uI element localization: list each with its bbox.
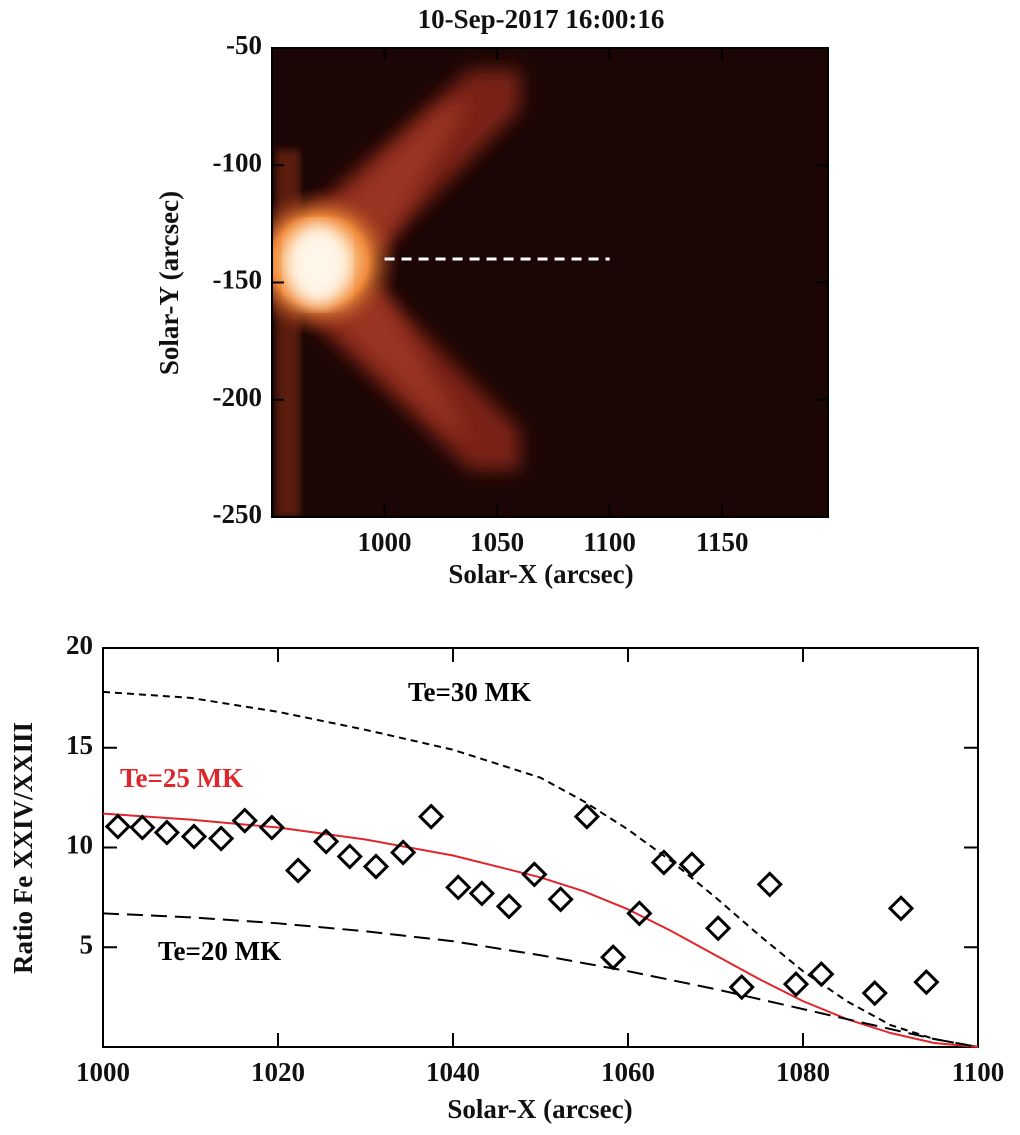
data-point [180, 823, 208, 850]
x-tick-label: 1000 [76, 1057, 130, 1087]
data-point [600, 944, 627, 971]
y-tick-label: -250 [213, 499, 263, 529]
data-point [445, 874, 472, 901]
data-point [573, 803, 600, 830]
x-axis-label: Solar-X (arcsec) [447, 1094, 632, 1124]
y-tick-label: 5 [80, 929, 94, 959]
y-tick-label: 10 [66, 830, 93, 860]
data-point [650, 849, 677, 876]
data-point [678, 851, 705, 878]
curve [102, 912, 979, 1048]
data-point [887, 895, 915, 922]
curve-label: Te=25 MK [120, 763, 243, 793]
data-point [258, 814, 285, 841]
x-tick-label: 1080 [776, 1057, 830, 1087]
plot-frame [102, 647, 979, 1048]
data-point [705, 915, 732, 942]
x-tick-label: 1100 [952, 1057, 1005, 1087]
data-point [208, 825, 235, 852]
y-axis-label: Ratio Fe XXIV/XXIII [8, 722, 38, 974]
x-tick-label: 1020 [251, 1057, 305, 1087]
data-point [756, 871, 783, 898]
data-point [495, 893, 523, 920]
y-tick-label: -150 [213, 265, 263, 295]
data-point [153, 819, 180, 846]
data-point [390, 839, 417, 866]
y-tick-label: -100 [213, 147, 263, 177]
x-tick-label: 1150 [696, 527, 749, 557]
y-tick-label: 15 [66, 730, 93, 760]
data-point [231, 807, 258, 834]
data-point [521, 861, 548, 888]
x-tick-label: 1060 [601, 1057, 655, 1087]
curve [102, 812, 979, 1048]
data-point [808, 961, 835, 988]
data-point [313, 828, 340, 855]
data-point [913, 969, 940, 996]
data-point [129, 814, 156, 841]
x-tick-label: 1000 [358, 527, 412, 557]
y-tick-label: 20 [66, 630, 93, 660]
data-point [336, 843, 363, 870]
data-point [782, 971, 810, 998]
data-point [418, 803, 445, 830]
data-point [547, 886, 574, 913]
data-point [626, 900, 653, 927]
curve-label: Te=20 MK [158, 936, 281, 966]
x-tick-label: 1050 [470, 527, 524, 557]
x-tick-label: 1040 [426, 1057, 480, 1087]
chart-title: 10-Sep-2017 16:00:16 [418, 4, 665, 34]
x-axis-label: Solar-X (arcsec) [448, 559, 633, 589]
y-tick-label: -50 [226, 30, 262, 60]
curve [102, 690, 979, 1048]
x-tick-label: 1100 [583, 527, 636, 557]
y-axis-label: Solar-Y (arcsec) [154, 191, 184, 375]
data-point [362, 853, 390, 880]
data-point [104, 813, 131, 840]
y-tick-label: -200 [213, 382, 263, 412]
data-point [285, 857, 312, 884]
data-point [861, 980, 888, 1007]
image [272, 48, 828, 517]
data-point [728, 974, 755, 1001]
data-point [468, 880, 495, 907]
curve-label: Te=30 MK [408, 677, 531, 707]
